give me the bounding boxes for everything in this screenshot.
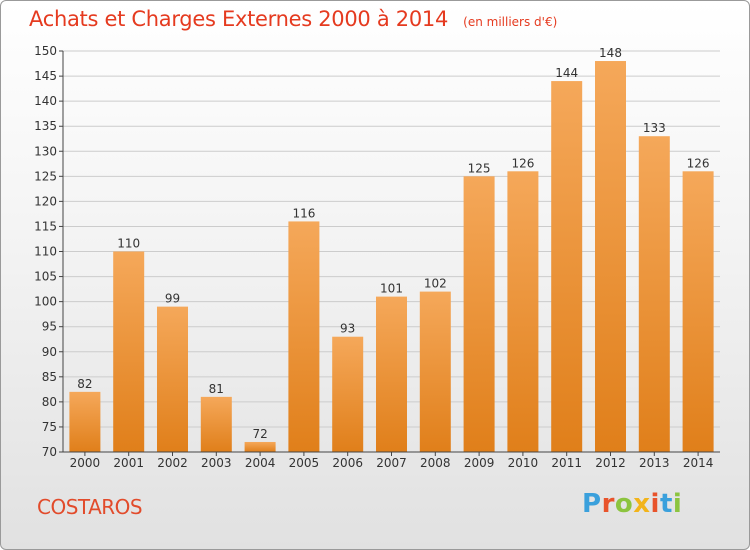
bar-2008[interactable] — [419, 291, 451, 452]
y-tick-label: 75 — [42, 420, 57, 434]
y-tick-label: 140 — [34, 94, 57, 108]
x-tick-label: 2011 — [551, 456, 582, 470]
bar-2014[interactable] — [682, 171, 714, 453]
proxiti-logo[interactable]: Proxiti — [582, 489, 682, 519]
data-label: 110 — [117, 237, 140, 251]
bar-2011[interactable] — [551, 81, 583, 452]
y-tick-label: 85 — [42, 370, 57, 384]
chart-unit-text: (en milliers d'€) — [463, 15, 558, 29]
x-tick-label: 2004 — [245, 456, 276, 470]
y-tick-label: 135 — [34, 119, 57, 133]
data-label: 101 — [380, 282, 403, 296]
data-label: 116 — [292, 206, 315, 220]
logo-letter: t — [659, 489, 673, 519]
data-label: 102 — [424, 277, 447, 291]
logo-letter: i — [650, 489, 660, 519]
data-label: 126 — [687, 156, 710, 170]
bar-2012[interactable] — [595, 61, 626, 453]
y-tick-label: 115 — [34, 219, 57, 233]
chart-title: Achats et Charges Externes 2000 à 2014 (… — [29, 7, 557, 31]
y-tick-label: 80 — [42, 395, 57, 409]
axes: 70 75 80 85 90 95 100 105 110 115 120 125 130 135 140 1… — [34, 44, 720, 470]
data-label: 72 — [252, 427, 267, 441]
x-tick-label: 2000 — [70, 456, 101, 470]
y-tick-label: 90 — [42, 345, 57, 359]
logo-letter: r — [601, 489, 615, 519]
x-tick-label: 2008 — [420, 456, 451, 470]
data-label: 82 — [77, 377, 92, 391]
data-label: 133 — [643, 121, 666, 135]
y-tick-label: 100 — [34, 295, 57, 309]
bar-2003[interactable] — [200, 396, 232, 452]
data-label: 126 — [511, 156, 534, 170]
x-tick-label: 2013 — [639, 456, 670, 470]
y-tick-label: 145 — [34, 69, 57, 83]
chart-title-text: Achats et Charges Externes 2000 à 2014 — [29, 7, 449, 31]
data-label: 99 — [165, 292, 180, 306]
data-label: 125 — [468, 161, 491, 175]
data-labels: 82 110 99 81 72 116 93 101 102 125 126 144 148 133 126 — [77, 46, 709, 441]
bar-2002[interactable] — [157, 306, 188, 452]
bar-2009[interactable] — [463, 176, 495, 452]
y-tick-label: 150 — [34, 44, 57, 58]
x-tick-label: 2003 — [201, 456, 232, 470]
y-tick-label: 105 — [34, 270, 57, 284]
bar-2007[interactable] — [376, 296, 407, 452]
y-tick-label: 110 — [34, 245, 57, 259]
x-tick-label: 2009 — [464, 456, 495, 470]
logo-letter: x — [633, 489, 651, 519]
x-tick-label: 2002 — [157, 456, 188, 470]
y-tick-label: 95 — [42, 320, 57, 334]
bar-2000[interactable] — [69, 391, 101, 452]
y-tick-label: 130 — [34, 144, 57, 158]
bar-2004[interactable] — [244, 441, 276, 452]
data-label: 148 — [599, 46, 622, 60]
bar-2006[interactable] — [332, 336, 364, 452]
bar-2005[interactable] — [288, 221, 320, 452]
x-tick-label: 2006 — [332, 456, 363, 470]
y-tick-label: 70 — [42, 445, 57, 459]
data-label: 144 — [555, 66, 578, 80]
x-tick-label: 2005 — [289, 456, 320, 470]
data-label: 93 — [340, 322, 355, 336]
y-tick-label: 125 — [34, 169, 57, 183]
x-tick-label: 2007 — [376, 456, 407, 470]
bar-2001[interactable] — [113, 251, 145, 453]
logo-letter: i — [672, 489, 683, 519]
x-tick-label: 2012 — [595, 456, 626, 470]
logo-letter: P — [582, 489, 602, 519]
logo-letter: o — [614, 489, 634, 519]
bar-2010[interactable] — [507, 171, 539, 453]
bar-2013[interactable] — [638, 136, 670, 452]
x-tick-label: 2001 — [113, 456, 144, 470]
data-label: 81 — [209, 382, 224, 396]
commune-name: COSTAROS — [37, 495, 143, 519]
bars — [69, 61, 714, 453]
y-tick-label: 120 — [34, 194, 57, 208]
x-tick-label: 2014 — [683, 456, 714, 470]
x-tick-label: 2010 — [508, 456, 539, 470]
